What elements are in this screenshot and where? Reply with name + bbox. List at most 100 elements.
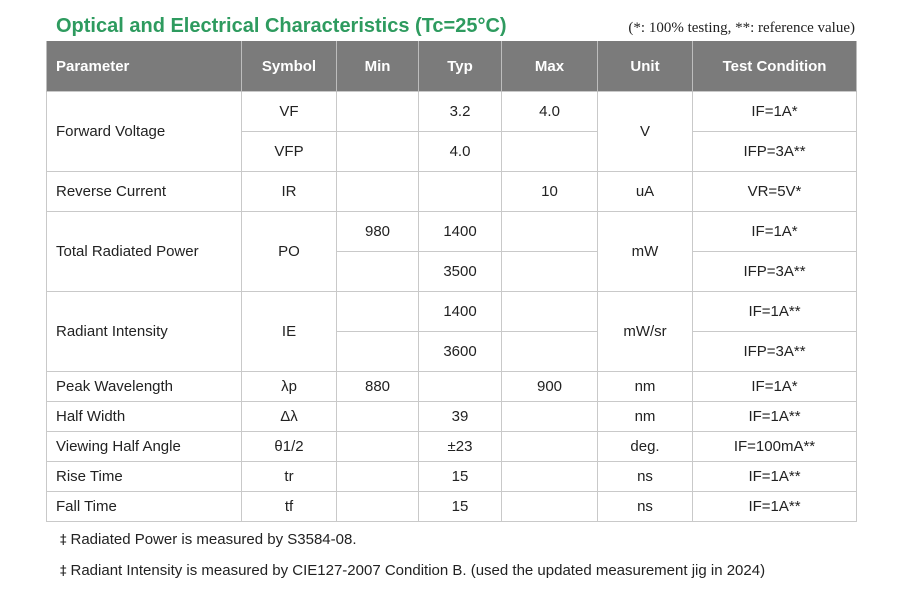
fall-time-parameter: Fall Time (46, 491, 242, 522)
half-width-parameter: Half Width (46, 401, 242, 432)
ri-2-max (501, 331, 598, 372)
ri-1-condition: IF=1A** (692, 291, 857, 332)
rise-time-unit: ns (597, 461, 693, 492)
trp-2-condition: IFP=3A** (692, 251, 857, 292)
vf-symbol: VF (241, 91, 337, 132)
header-min: Min (336, 41, 419, 92)
table-row: Peak Wavelength λp 880 900 nm IF=1A* (46, 371, 857, 402)
vfp-min (336, 131, 419, 172)
vf-min (336, 91, 419, 132)
viewing-half-angle-condition: IF=100mA** (692, 431, 857, 462)
trp-2-min (336, 251, 419, 292)
table-row: Radiant Intensity IE 1400 mW/sr IF=1A** (46, 291, 857, 372)
ri-1-max (501, 291, 598, 332)
peak-wavelength-unit: nm (597, 371, 693, 402)
peak-wavelength-parameter: Peak Wavelength (46, 371, 242, 402)
fall-time-max (501, 491, 598, 522)
reverse-current-max: 10 (501, 171, 598, 212)
footnote: ‡ Radiant Intensity is measured by CIE127… (60, 562, 765, 579)
rise-time-min (336, 461, 419, 492)
vfp-max (501, 131, 598, 172)
footnote-mark: ‡ (60, 533, 67, 548)
reverse-current-typ (418, 171, 502, 212)
half-width-unit: nm (597, 401, 693, 432)
fall-time-min (336, 491, 419, 522)
trp-1-condition: IF=1A* (692, 211, 857, 252)
vf-max: 4.0 (501, 91, 598, 132)
reverse-current-unit: uA (597, 171, 693, 212)
table-row: Half Width Δλ 39 nm IF=1A** (46, 401, 857, 432)
header-symbol: Symbol (241, 41, 337, 92)
fall-time-symbol: tf (241, 491, 337, 522)
total-radiated-power-parameter: Total Radiated Power (46, 211, 242, 292)
half-width-min (336, 401, 419, 432)
header-test-condition: Test Condition (692, 41, 857, 92)
testing-note: (*: 100% testing, **: reference value) (628, 20, 855, 36)
table-row: Fall Time tf 15 ns IF=1A** (46, 491, 857, 522)
ri-2-typ: 3600 (418, 331, 502, 372)
radiant-intensity-unit: mW/sr (597, 291, 693, 372)
header-parameter: Parameter (46, 41, 242, 92)
table-row: Rise Time tr 15 ns IF=1A** (46, 461, 857, 492)
forward-voltage-unit: V (597, 91, 693, 172)
rise-time-max (501, 461, 598, 492)
table-header-row: Parameter Symbol Min Typ Max Unit Test C… (46, 41, 857, 92)
footnote-mark: ‡ (60, 564, 67, 579)
viewing-half-angle-min (336, 431, 419, 462)
ri-2-min (336, 331, 419, 372)
trp-1-typ: 1400 (418, 211, 502, 252)
header-max: Max (501, 41, 598, 92)
reverse-current-parameter: Reverse Current (46, 171, 242, 212)
table-row: Forward Voltage VF 3.2 4.0 V IF=1A* (46, 91, 857, 172)
vfp-typ: 4.0 (418, 131, 502, 172)
ri-1-min (336, 291, 419, 332)
rise-time-condition: IF=1A** (692, 461, 857, 492)
half-width-typ: 39 (418, 401, 502, 432)
fall-time-condition: IF=1A** (692, 491, 857, 522)
trp-1-min: 980 (336, 211, 419, 252)
radiant-intensity-symbol: IE (241, 291, 337, 372)
table-row: Reverse Current IR 10 uA VR=5V* (46, 171, 857, 212)
viewing-half-angle-typ: ±23 (418, 431, 502, 462)
peak-wavelength-min: 880 (336, 371, 419, 402)
peak-wavelength-symbol: λp (241, 371, 337, 402)
reverse-current-condition: VR=5V* (692, 171, 857, 212)
rise-time-typ: 15 (418, 461, 502, 492)
half-width-symbol: Δλ (241, 401, 337, 432)
footnote: ‡ Radiated Power is measured by S3584-08. (60, 531, 357, 548)
page-title: Optical and Electrical Characteristics (… (56, 15, 507, 37)
half-width-condition: IF=1A** (692, 401, 857, 432)
table-row: Viewing Half Angle θ1/2 ±23 deg. IF=100m… (46, 431, 857, 462)
rise-time-parameter: Rise Time (46, 461, 242, 492)
vfp-condition: IFP=3A** (692, 131, 857, 172)
reverse-current-min (336, 171, 419, 212)
fall-time-unit: ns (597, 491, 693, 522)
reverse-current-symbol: IR (241, 171, 337, 212)
rise-time-symbol: tr (241, 461, 337, 492)
peak-wavelength-max: 900 (501, 371, 598, 402)
total-radiated-power-unit: mW (597, 211, 693, 292)
vf-condition: IF=1A* (692, 91, 857, 132)
peak-wavelength-condition: IF=1A* (692, 371, 857, 402)
vfp-symbol: VFP (241, 131, 337, 172)
header-typ: Typ (418, 41, 502, 92)
ri-2-condition: IFP=3A** (692, 331, 857, 372)
trp-2-max (501, 251, 598, 292)
table-row: Total Radiated Power PO 980 1400 mW IF=1… (46, 211, 857, 292)
half-width-max (501, 401, 598, 432)
fall-time-typ: 15 (418, 491, 502, 522)
radiant-intensity-parameter: Radiant Intensity (46, 291, 242, 372)
vf-typ: 3.2 (418, 91, 502, 132)
footnote-text: Radiant Intensity is measured by CIE127-… (70, 562, 766, 579)
viewing-half-angle-max (501, 431, 598, 462)
viewing-half-angle-unit: deg. (597, 431, 693, 462)
viewing-half-angle-symbol: θ1/2 (241, 431, 337, 462)
footnote-text: Radiated Power is measured by S3584-08. (70, 531, 357, 548)
viewing-half-angle-parameter: Viewing Half Angle (46, 431, 242, 462)
characteristics-table: Parameter Symbol Min Typ Max Unit Test C… (46, 41, 857, 522)
trp-2-typ: 3500 (418, 251, 502, 292)
trp-1-max (501, 211, 598, 252)
table-row: 3600 IFP=3A** (47, 331, 857, 372)
header-unit: Unit (597, 41, 693, 92)
ri-1-typ: 1400 (418, 291, 502, 332)
